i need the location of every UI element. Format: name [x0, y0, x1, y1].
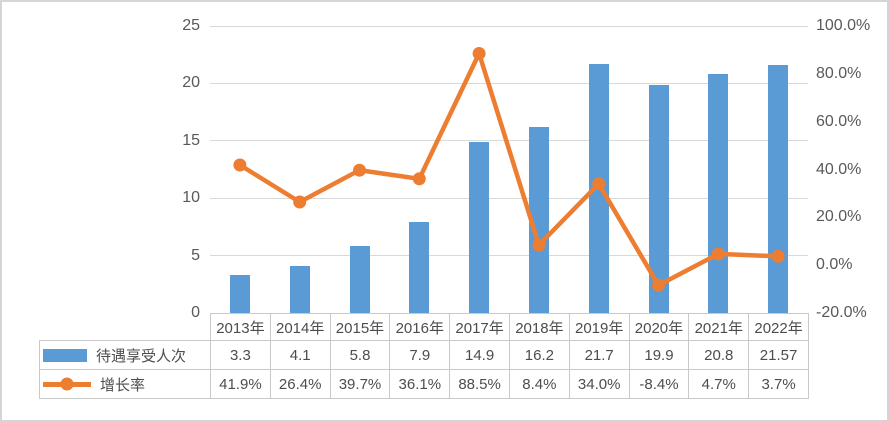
right-axis: -20.0% 0.0% 20.0% 40.0% 60.0% 80.0% 100.0% — [816, 17, 887, 321]
growth-cell: 3.7% — [748, 369, 809, 399]
plot-area — [210, 25, 808, 314]
value-cell: 16.2 — [508, 340, 570, 370]
growth-marker-2017年 — [472, 47, 486, 60]
series-name-label: 待遇享受人次 — [96, 347, 187, 365]
growth-cell: 36.1% — [389, 369, 451, 399]
growth-marker-2018年 — [532, 238, 546, 252]
growth-cell: 88.5% — [449, 369, 510, 399]
left-axis: 0 5 10 15 20 25 — [2, 17, 200, 321]
value-cell: 21.57 — [748, 340, 809, 370]
right-axis-tick-label: 80.0% — [816, 64, 862, 82]
gridline — [210, 197, 808, 199]
growth-cell: 39.7% — [329, 369, 391, 399]
growth-marker-2013年 — [233, 158, 247, 172]
gridline — [210, 140, 808, 142]
bar-2017年 — [469, 141, 490, 313]
line-legend-marker-icon — [60, 377, 74, 391]
value-cell: 20.8 — [688, 340, 750, 370]
right-axis-tick-label: 60.0% — [816, 112, 862, 130]
gridline — [210, 25, 808, 27]
growth-cell: 4.7% — [688, 369, 750, 399]
value-cell: 19.9 — [628, 340, 690, 370]
value-cell: 21.7 — [568, 340, 630, 370]
gridline — [210, 255, 808, 257]
growth-cell: 26.4% — [269, 369, 331, 399]
growth-marker-2022年 — [771, 249, 785, 263]
growth-cell: 34.0% — [568, 369, 630, 399]
right-axis-tick-label: 20.0% — [816, 208, 862, 226]
year-header-cell: 2019年 — [568, 313, 630, 341]
legend-cell-bar-series: 待遇享受人次 — [39, 340, 211, 370]
series-name-label: 增长率 — [100, 376, 146, 394]
year-header-cell: 2018年 — [508, 313, 570, 341]
right-axis-tick-label: -20.0% — [816, 304, 867, 321]
table-corner-blank — [40, 314, 211, 341]
left-axis-tick-label: 25 — [182, 17, 200, 34]
value-cell: 14.9 — [449, 340, 510, 370]
right-axis-tick-label: 100.0% — [816, 17, 871, 34]
growth-cell: 41.9% — [210, 369, 271, 399]
growth-marker-2019年 — [592, 177, 606, 191]
line-legend-swatch — [43, 377, 91, 391]
bar-2018年 — [528, 127, 549, 313]
bar-2020年 — [648, 84, 669, 313]
growth-marker-2021年 — [711, 247, 725, 261]
growth-cell: 8.4% — [508, 369, 570, 399]
left-axis-tick-label: 10 — [182, 189, 200, 207]
value-cell: 5.8 — [329, 340, 391, 370]
left-axis-tick-label: 0 — [191, 304, 200, 321]
year-header-cell: 2016年 — [389, 313, 451, 341]
bar-2013年 — [229, 275, 250, 313]
year-header-cell: 2014年 — [269, 313, 331, 341]
right-axis-tick-label: 0.0% — [816, 256, 853, 274]
value-cell: 3.3 — [210, 340, 271, 370]
year-header-cell: 2020年 — [628, 313, 690, 341]
value-cell: 4.1 — [269, 340, 331, 370]
year-header-cell: 2022年 — [748, 313, 809, 341]
right-axis-tick-label: 40.0% — [816, 160, 862, 178]
year-header-cell: 2013年 — [210, 313, 271, 341]
bar-legend-swatch — [43, 348, 87, 362]
bar-2016年 — [409, 222, 430, 313]
year-header-cell: 2021年 — [688, 313, 750, 341]
year-header-cell: 2017年 — [449, 313, 510, 341]
data-table: 2013年 2014年 2015年 2016年 2017年 2018年 2019年 2020年… — [39, 313, 809, 399]
value-cell: 7.9 — [389, 340, 451, 370]
gridline — [210, 82, 808, 84]
bar-2022年 — [768, 65, 789, 313]
bar-2014年 — [289, 265, 310, 313]
year-header-cell: 2015年 — [329, 313, 391, 341]
legend-inner: 待遇享受人次 — [43, 345, 210, 366]
growth-line — [237, 51, 781, 288]
growth-marker-2014年 — [293, 195, 307, 209]
left-axis-tick-label: 5 — [191, 246, 200, 264]
growth-marker-2016年 — [412, 172, 426, 186]
left-axis-tick-label: 15 — [182, 131, 200, 149]
bar-2015年 — [349, 246, 370, 313]
left-axis-tick-label: 20 — [182, 74, 200, 92]
legend-inner: 增长率 — [43, 374, 210, 395]
growth-marker-2020年 — [652, 278, 665, 292]
growth-marker-2015年 — [353, 163, 366, 177]
legend-cell-line-series: 增长率 — [39, 369, 211, 399]
growth-line-layer — [233, 47, 785, 292]
growth-cell: -8.4% — [628, 369, 690, 399]
